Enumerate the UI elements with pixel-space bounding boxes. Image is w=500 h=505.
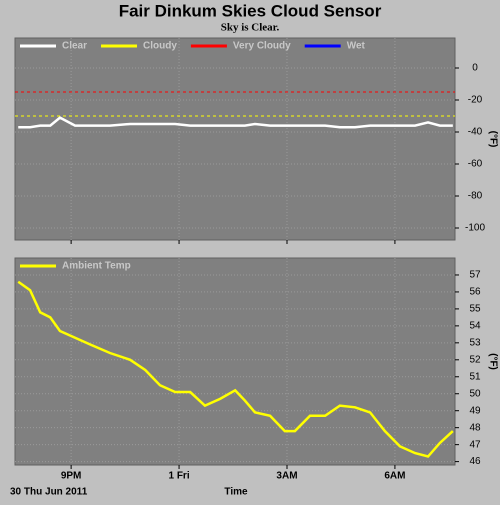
y-tick-label: 55 <box>469 304 481 315</box>
y-tick-label: 51 <box>469 371 481 382</box>
date-label: 30 Thu Jun 2011 <box>10 487 88 498</box>
y-axis-label: (°F) <box>487 353 498 370</box>
y-tick-label: -80 <box>468 191 483 202</box>
x-tick-label: 6AM <box>384 471 405 482</box>
legend-label: Ambient Temp <box>62 261 131 272</box>
y-tick-label: 53 <box>469 337 481 348</box>
y-tick-label: -20 <box>468 95 483 106</box>
subtitle: Sky is Clear. <box>221 22 280 34</box>
y-tick-label: 47 <box>469 439 481 450</box>
chart-title: Fair Dinkum Skies Cloud Sensor <box>119 1 382 20</box>
y-tick-label: 48 <box>469 422 481 433</box>
y-tick-label: 52 <box>469 354 481 365</box>
y-tick-label: -100 <box>465 223 485 234</box>
y-tick-label: -40 <box>468 127 483 138</box>
legend-label: Clear <box>62 41 87 52</box>
y-axis-label: (°F) <box>487 131 498 148</box>
data-line <box>18 116 453 129</box>
x-tick-label: 1 Fri <box>168 471 189 482</box>
y-tick-label: 57 <box>469 270 481 281</box>
x-tick-label: 3AM <box>276 471 297 482</box>
y-tick-label: 49 <box>469 405 481 416</box>
plot-area <box>14 37 456 241</box>
data-line <box>17 280 454 458</box>
y-tick-label: 0 <box>472 63 478 74</box>
y-tick-label: 46 <box>469 456 481 467</box>
plot-area <box>14 257 456 466</box>
y-tick-label: 56 <box>469 287 481 298</box>
y-tick-label: 54 <box>469 321 481 332</box>
legend-label: Very Cloudy <box>233 41 291 52</box>
legend-label: Cloudy <box>143 41 177 52</box>
y-tick-label: 50 <box>469 388 481 399</box>
x-tick-label: 9PM <box>61 471 82 482</box>
x-axis-label: Time <box>224 487 248 498</box>
legend-label: Wet <box>347 41 366 52</box>
y-tick-label: -60 <box>468 159 483 170</box>
